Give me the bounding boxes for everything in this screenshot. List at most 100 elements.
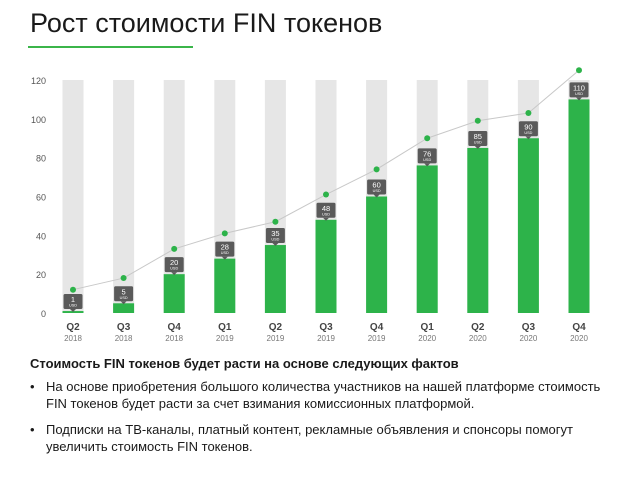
value-label-box (316, 202, 336, 218)
x-tick-year: 2018 (165, 334, 183, 343)
x-tick-quarter: Q4 (572, 322, 586, 333)
data-label-unit: USD (170, 267, 178, 271)
x-tick-year: 2018 (115, 334, 133, 343)
x-tick-year: 2020 (469, 334, 487, 343)
token-value-chart: 0204060801001201USD5USD20USD28USD35USD48… (31, 67, 590, 343)
value-label-box (417, 148, 437, 164)
data-label: 85 (474, 132, 482, 141)
x-tick-year: 2019 (267, 334, 285, 343)
title-underline (28, 46, 193, 48)
value-label-pointer (221, 256, 228, 260)
trend-point (323, 191, 329, 198)
trend-point (373, 166, 380, 173)
list-item: • Подписки на ТВ-каналы, платный контент… (30, 421, 620, 455)
data-label-unit: USD (373, 189, 381, 193)
value-bar (264, 245, 286, 313)
x-tick-quarter: Q1 (218, 322, 232, 333)
data-label: 1 (71, 295, 75, 304)
value-label-box (518, 121, 538, 137)
data-label: 48 (322, 204, 330, 213)
value-bar (113, 303, 135, 313)
x-tick-year: 2019 (368, 334, 386, 343)
value-label-pointer (323, 217, 329, 221)
x-tick-quarter: Q3 (522, 322, 536, 333)
x-tick-year: 2020 (520, 334, 538, 343)
value-label-box (569, 82, 589, 98)
x-tick-quarter: Q4 (168, 322, 182, 333)
value-label-pointer (474, 145, 481, 149)
bullet-icon: • (30, 422, 35, 437)
fact-text: На основе приобретения большого количест… (46, 379, 601, 411)
x-tick-quarter: Q2 (471, 322, 485, 333)
data-label-unit: USD (221, 251, 229, 255)
x-tick-quarter: Q4 (370, 322, 384, 333)
list-item: • На основе приобретения большого количе… (30, 378, 620, 412)
x-tick-quarter: Q1 (421, 322, 435, 333)
trend-point (171, 245, 178, 252)
trend-point (272, 218, 279, 225)
value-bar (467, 147, 489, 313)
trend-point (576, 67, 582, 74)
value-label-pointer (576, 97, 582, 101)
y-tick-label: 120 (31, 76, 46, 86)
value-label-box (63, 294, 83, 310)
value-bar (163, 274, 185, 313)
x-tick-quarter: Q3 (117, 322, 131, 333)
background-bar (113, 80, 135, 313)
y-tick-label: 80 (36, 154, 46, 164)
y-tick-label: 0 (41, 309, 46, 319)
x-tick-quarter: Q2 (66, 322, 80, 333)
fact-text: Подписки на ТВ-каналы, платный контент, … (46, 422, 573, 454)
data-label: 60 (372, 181, 380, 190)
x-tick-year: 2019 (216, 334, 234, 343)
value-bar (416, 165, 438, 313)
background-bar (163, 80, 185, 313)
value-label-pointer (373, 194, 380, 198)
value-label-box (468, 130, 488, 146)
trend-point (70, 286, 76, 293)
bullet-icon: • (30, 379, 35, 394)
data-label-unit: USD (575, 92, 583, 96)
data-label: 5 (122, 287, 126, 296)
value-label-box (215, 241, 235, 257)
data-label-unit: USD (322, 212, 330, 216)
data-label: 28 (221, 243, 229, 252)
value-label-pointer (70, 309, 76, 313)
value-label-pointer (525, 136, 532, 140)
y-tick-label: 100 (31, 115, 46, 125)
y-tick-label: 20 (36, 270, 46, 280)
data-label: 110 (573, 83, 585, 92)
data-label-unit: USD (271, 238, 279, 242)
data-label-unit: USD (120, 296, 128, 300)
y-tick-label: 60 (36, 193, 46, 203)
value-label-pointer (272, 243, 279, 247)
trend-point (120, 275, 127, 282)
trend-point (525, 110, 532, 117)
background-bar (62, 80, 84, 313)
value-label-pointer (120, 301, 127, 305)
trend-point (221, 230, 228, 237)
page-title: Рост стоимости FIN токенов (30, 8, 383, 38)
data-label-unit: USD (423, 158, 431, 162)
x-tick-year: 2020 (418, 334, 436, 343)
data-label: 90 (524, 122, 532, 131)
x-tick-year: 2019 (317, 334, 335, 343)
facts-list: • На основе приобретения большого количе… (30, 378, 620, 464)
data-label: 20 (170, 258, 178, 267)
data-label-unit: USD (69, 304, 77, 308)
value-label-box (367, 179, 387, 195)
value-bar (517, 138, 539, 313)
trend-point (424, 135, 431, 142)
value-bar (214, 258, 236, 313)
x-tick-year: 2018 (64, 334, 82, 343)
value-label-box (114, 286, 134, 302)
x-tick-quarter: Q2 (269, 322, 283, 333)
value-bar (315, 219, 337, 313)
value-label-pointer (171, 272, 178, 276)
value-bar (366, 196, 388, 313)
data-label-unit: USD (524, 131, 532, 135)
data-label-unit: USD (474, 140, 482, 144)
x-tick-quarter: Q3 (319, 322, 333, 333)
value-bar (568, 99, 590, 314)
value-label-box (265, 228, 285, 244)
